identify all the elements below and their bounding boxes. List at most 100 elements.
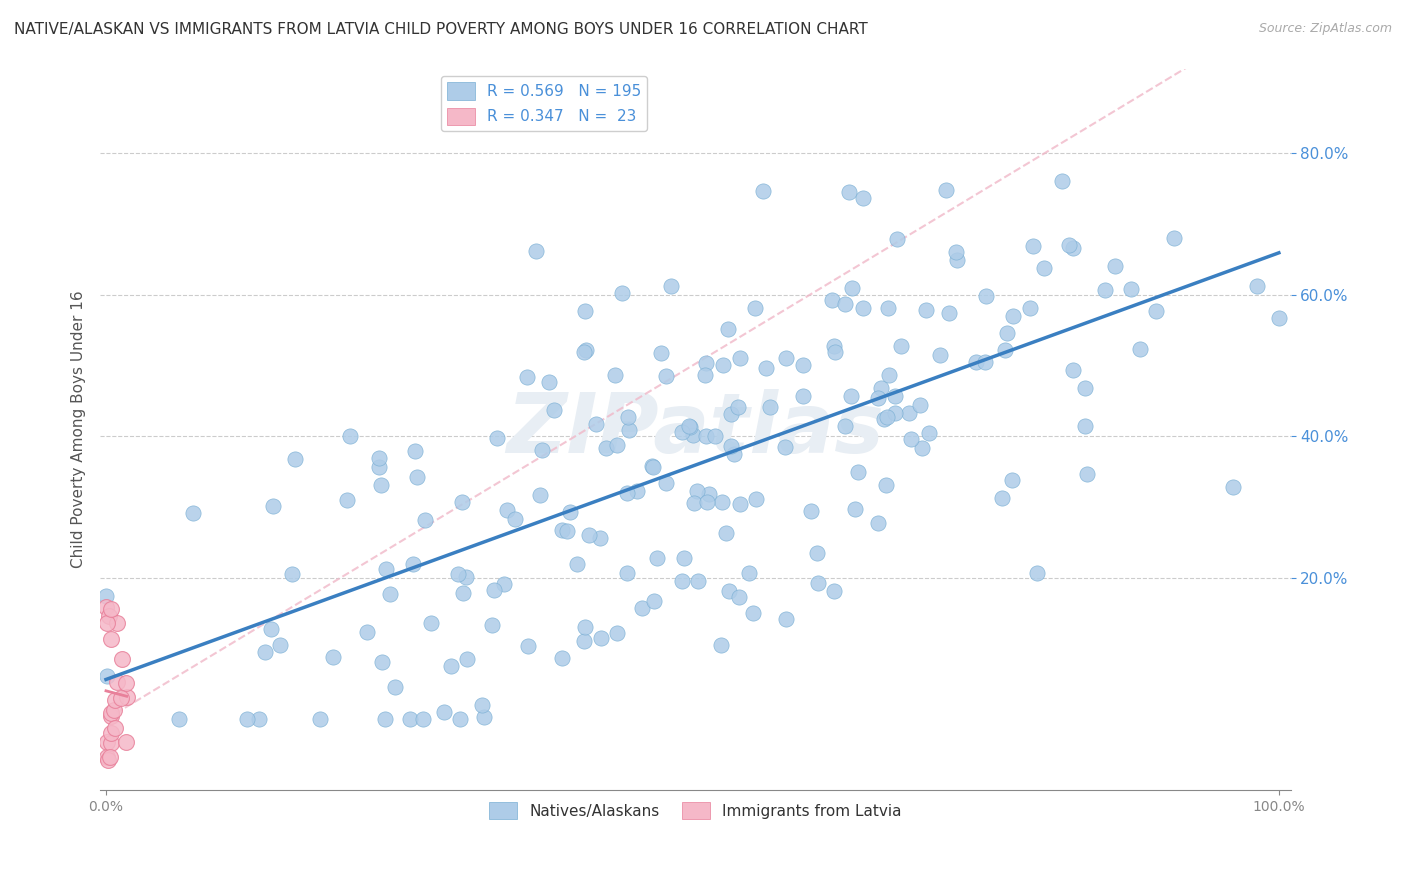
Point [451,586,474,600]
Point [100,709,122,723]
Point [744,301,766,315]
Point [103,703,125,717]
Point [413,513,436,527]
Point [451,495,474,509]
Point [111,652,134,666]
Point [647,551,669,566]
Point [100,749,122,764]
Point [696,495,718,509]
Point [727,401,749,415]
Point [1094,283,1116,297]
Point [1026,566,1049,580]
Point [96,750,118,764]
Point [449,712,471,726]
Point [744,491,766,506]
Point [823,339,845,353]
Point [281,566,304,581]
Point [728,497,751,511]
Point [481,618,503,632]
Point [824,345,846,359]
Point [938,306,960,320]
Point [908,398,931,412]
Point [115,690,138,704]
Point [834,297,856,311]
Point [773,441,796,455]
Point [876,409,898,424]
Point [775,611,797,625]
Point [115,676,138,690]
Point [672,550,695,565]
Point [723,446,745,460]
Point [595,441,617,455]
Y-axis label: Child Poverty Among Boys Under 16: Child Poverty Among Boys Under 16 [72,291,86,568]
Point [612,285,634,300]
Point [578,528,600,542]
Point [269,639,291,653]
Point [1222,480,1244,494]
Point [883,389,905,403]
Point [792,388,814,402]
Point [384,680,406,694]
Point [800,504,823,518]
Point [494,577,516,591]
Point [1052,174,1074,188]
Point [711,358,734,372]
Point [110,690,132,705]
Point [181,506,204,520]
Point [1119,282,1142,296]
Point [918,425,941,440]
Text: ZIPatlas: ZIPatlas [506,389,884,470]
Point [900,432,922,446]
Point [167,712,190,726]
Point [1268,311,1291,326]
Point [374,712,396,726]
Point [914,303,936,318]
Point [471,698,494,713]
Point [1062,363,1084,377]
Point [531,443,554,458]
Point [823,583,845,598]
Point [524,244,547,259]
Point [686,574,709,588]
Point [792,358,814,372]
Point [262,499,284,513]
Point [838,186,860,200]
Point [96,669,118,683]
Point [716,526,738,541]
Point [1074,418,1097,433]
Point [339,429,361,443]
Point [877,368,900,383]
Point [841,281,863,295]
Point [703,428,725,442]
Point [574,620,596,634]
Legend: Natives/Alaskans, Immigrants from Latvia: Natives/Alaskans, Immigrants from Latvia [484,796,907,826]
Point [870,381,893,395]
Point [398,712,420,726]
Point [100,602,122,616]
Point [834,419,856,434]
Point [728,590,751,604]
Point [616,566,638,580]
Point [873,412,896,426]
Point [543,402,565,417]
Point [641,458,664,473]
Point [626,484,648,499]
Point [718,584,741,599]
Point [720,439,742,453]
Point [456,652,478,666]
Point [322,650,344,665]
Point [447,567,470,582]
Point [994,343,1017,357]
Point [759,400,782,414]
Point [911,442,934,456]
Point [695,429,717,443]
Point [368,460,391,475]
Text: Source: ZipAtlas.com: Source: ZipAtlas.com [1258,22,1392,36]
Point [875,477,897,491]
Point [516,640,538,654]
Point [1022,239,1045,253]
Point [1033,261,1056,276]
Point [404,444,426,458]
Point [717,321,740,335]
Text: NATIVE/ALASKAN VS IMMIGRANTS FROM LATVIA CHILD POVERTY AMONG BOYS UNDER 16 CORRE: NATIVE/ALASKAN VS IMMIGRANTS FROM LATVIA… [14,22,868,37]
